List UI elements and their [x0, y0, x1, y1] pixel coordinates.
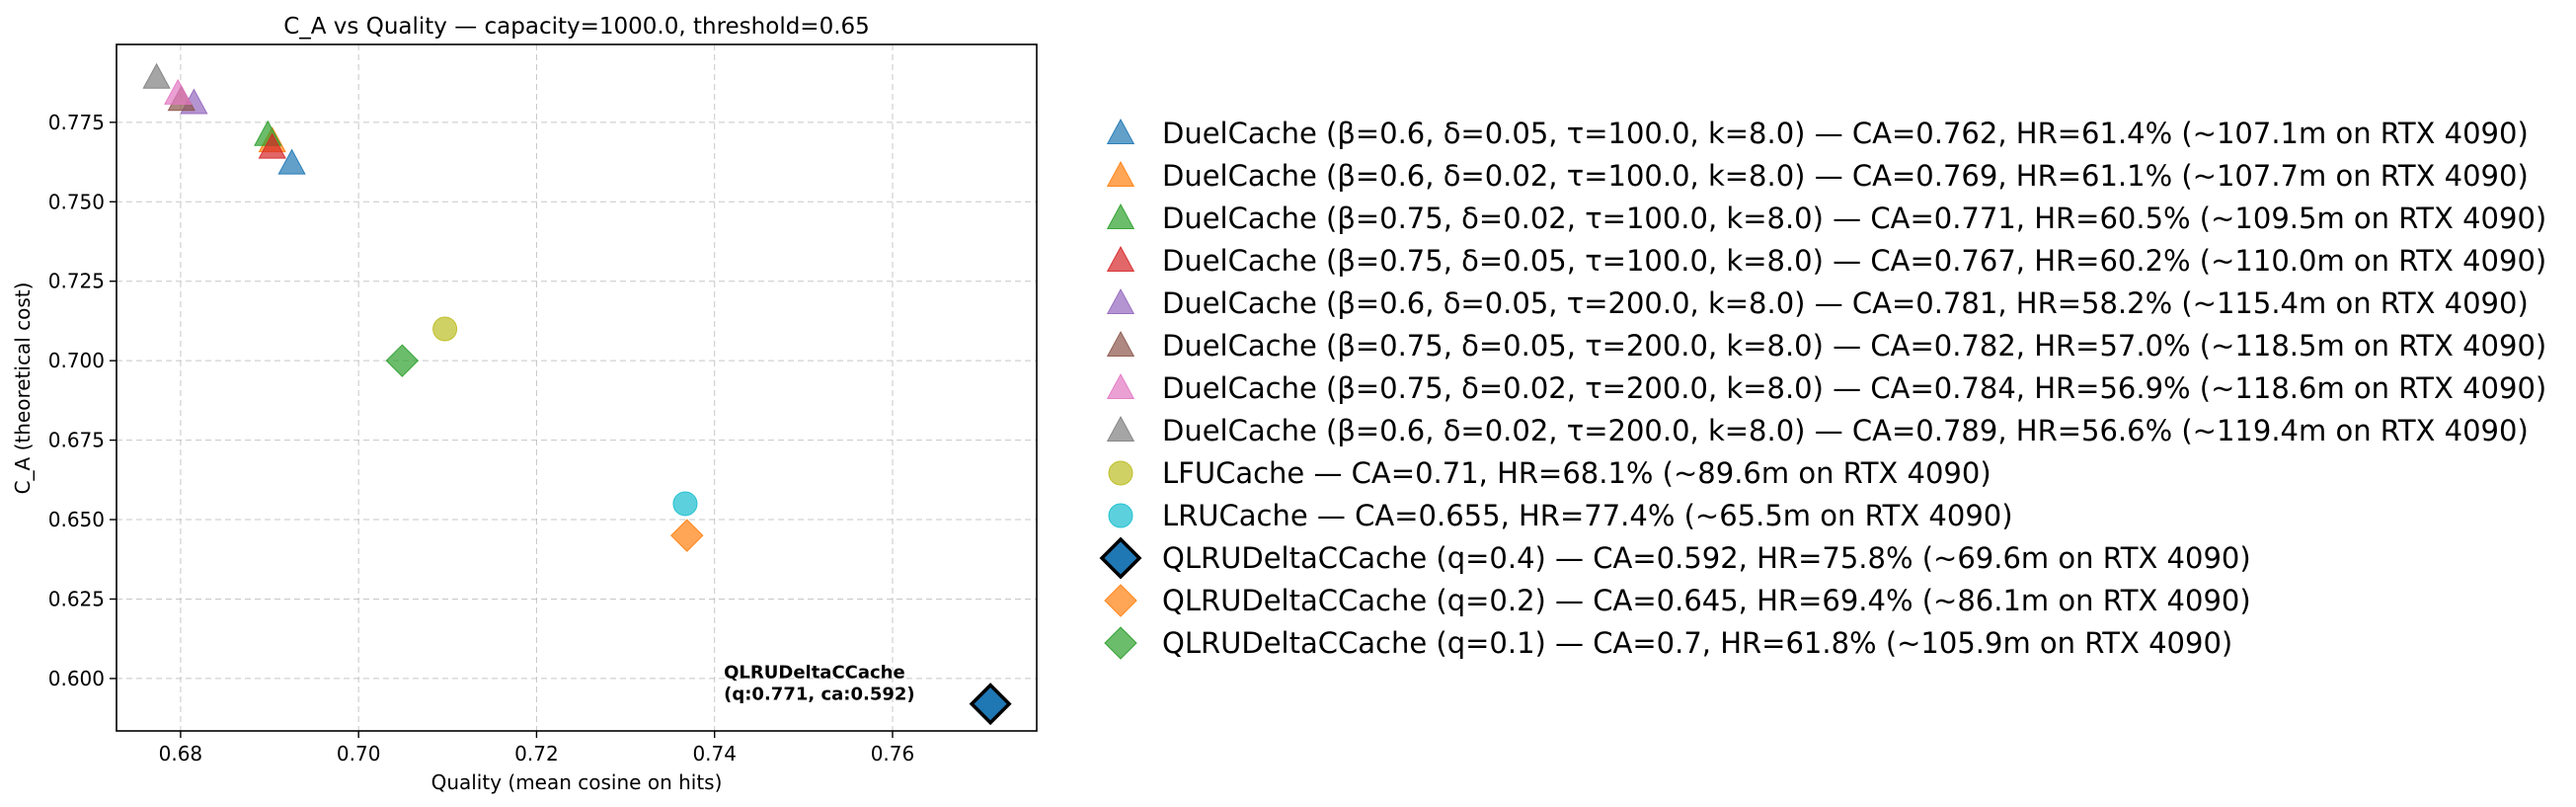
- legend-swatch: [1108, 460, 1133, 486]
- legend-marker: [1106, 118, 1135, 144]
- legend-label: DuelCache (β=0.75, δ=0.02, τ=200.0, k=8.…: [1162, 370, 2547, 405]
- legend-item: QLRUDeltaCCache (q=0.1) — CA=0.7, HR=61.…: [1091, 621, 2546, 664]
- legend-item: DuelCache (β=0.75, δ=0.05, τ=100.0, k=8.…: [1091, 239, 2546, 282]
- legend-swatch: [1106, 415, 1135, 442]
- x-tick-label: 0.68: [159, 742, 203, 766]
- legend-label: DuelCache (β=0.6, δ=0.02, τ=100.0, k=8.0…: [1162, 158, 2529, 193]
- legend-marker: [1108, 503, 1133, 528]
- data-point: [277, 148, 306, 175]
- legend-item: DuelCache (β=0.75, δ=0.02, τ=200.0, k=8.…: [1091, 366, 2546, 409]
- legend-label: DuelCache (β=0.6, δ=0.05, τ=200.0, k=8.0…: [1162, 285, 2529, 320]
- y-axis-label: C_A (theoretical cost): [11, 282, 35, 495]
- legend-marker: [1104, 584, 1137, 617]
- legend-label: DuelCache (β=0.75, δ=0.02, τ=100.0, k=8.…: [1162, 201, 2547, 235]
- y-tick-label: 0.775: [48, 111, 105, 134]
- legend-swatch: [1104, 626, 1137, 660]
- legend-label: DuelCache (β=0.75, δ=0.05, τ=200.0, k=8.…: [1162, 328, 2547, 363]
- y-tick-label: 0.625: [48, 587, 105, 610]
- y-tick-label: 0.650: [48, 508, 105, 531]
- y-tick-label: 0.700: [48, 349, 105, 372]
- legend-marker: [1108, 460, 1133, 486]
- data-point: [385, 344, 420, 377]
- legend-item: QLRUDeltaCCache (q=0.4) — CA=0.592, HR=7…: [1091, 536, 2546, 579]
- legend-item: DuelCache (β=0.75, δ=0.02, τ=100.0, k=8.…: [1091, 197, 2546, 239]
- legend-label: QLRUDeltaCCache (q=0.2) — CA=0.645, HR=6…: [1162, 583, 2251, 617]
- data-point: [672, 491, 698, 517]
- legend-marker: [1099, 536, 1142, 579]
- x-tick-label: 0.72: [514, 742, 559, 766]
- y-tick-label: 0.600: [48, 667, 105, 690]
- legend-marker: [1106, 160, 1135, 187]
- legend-marker: [1106, 245, 1135, 272]
- legend-item: DuelCache (β=0.6, δ=0.02, τ=200.0, k=8.0…: [1091, 409, 2546, 451]
- data-point: [670, 519, 704, 552]
- data-point: [432, 316, 458, 342]
- legend-item: LFUCache — CA=0.71, HR=68.1% (~89.6m on …: [1091, 451, 2546, 494]
- legend: DuelCache (β=0.6, δ=0.05, τ=100.0, k=8.0…: [1091, 112, 2546, 664]
- legend-swatch: [1106, 372, 1135, 399]
- legend-swatch: [1099, 536, 1142, 579]
- legend-label: QLRUDeltaCCache (q=0.4) — CA=0.592, HR=7…: [1162, 540, 2251, 575]
- legend-item: DuelCache (β=0.6, δ=0.05, τ=100.0, k=8.0…: [1091, 112, 2546, 154]
- legend-item: QLRUDeltaCCache (q=0.2) — CA=0.645, HR=6…: [1091, 579, 2546, 621]
- legend-label: DuelCache (β=0.6, δ=0.05, τ=100.0, k=8.0…: [1162, 116, 2529, 150]
- x-tick-label: 0.70: [337, 742, 381, 766]
- legend-swatch: [1108, 503, 1133, 528]
- legend-swatch: [1106, 330, 1135, 357]
- data-points: [142, 62, 1012, 726]
- data-point: [164, 78, 193, 105]
- legend-swatch: [1106, 160, 1135, 187]
- data-point: [142, 62, 171, 89]
- axis-ticks: 0.68 0.70 0.72 0.74 0.76 0.600 0.625 0.650 0.675…: [48, 111, 915, 766]
- annotations: QLRUDeltaCCache(q:0.771, ca:0.592): [724, 663, 915, 705]
- annotation-text: (q:0.771, ca:0.592): [724, 685, 915, 705]
- annotation-text: QLRUDeltaCCache: [724, 663, 905, 684]
- y-tick-label: 0.750: [48, 190, 105, 213]
- y-tick-label: 0.725: [48, 270, 105, 293]
- x-axis-label: Quality (mean cosine on hits): [431, 770, 723, 794]
- legend-swatch: [1106, 118, 1135, 144]
- data-point: [258, 132, 286, 159]
- grid: [117, 44, 1037, 731]
- legend-marker: [1104, 626, 1137, 660]
- y-tick-label: 0.675: [48, 429, 105, 452]
- legend-marker: [1106, 372, 1135, 399]
- plot-frame: [116, 43, 1038, 732]
- legend-marker: [1106, 415, 1135, 442]
- legend-label: LRUCache — CA=0.655, HR=77.4% (~65.5m on…: [1162, 498, 2013, 532]
- legend-label: QLRUDeltaCCache (q=0.1) — CA=0.7, HR=61.…: [1162, 625, 2233, 660]
- legend-swatch: [1106, 287, 1135, 314]
- data-point: [969, 683, 1012, 726]
- legend-item: LRUCache — CA=0.655, HR=77.4% (~65.5m on…: [1091, 494, 2546, 536]
- legend-swatch: [1106, 202, 1135, 229]
- legend-marker: [1106, 202, 1135, 229]
- legend-swatch: [1106, 245, 1135, 272]
- legend-marker: [1106, 330, 1135, 357]
- legend-marker: [1106, 287, 1135, 314]
- legend-label: DuelCache (β=0.6, δ=0.02, τ=200.0, k=8.0…: [1162, 413, 2529, 447]
- chart-title: C_A vs Quality — capacity=1000.0, thresh…: [283, 14, 870, 40]
- x-tick-label: 0.74: [692, 742, 737, 766]
- legend-item: DuelCache (β=0.6, δ=0.05, τ=200.0, k=8.0…: [1091, 282, 2546, 324]
- legend-label: LFUCache — CA=0.71, HR=68.1% (~89.6m on …: [1162, 455, 1991, 490]
- x-tick-label: 0.76: [871, 742, 915, 766]
- legend-item: DuelCache (β=0.75, δ=0.05, τ=200.0, k=8.…: [1091, 324, 2546, 366]
- legend-label: DuelCache (β=0.75, δ=0.05, τ=100.0, k=8.…: [1162, 243, 2547, 278]
- legend-swatch: [1104, 584, 1137, 617]
- legend-item: DuelCache (β=0.6, δ=0.02, τ=100.0, k=8.0…: [1091, 154, 2546, 197]
